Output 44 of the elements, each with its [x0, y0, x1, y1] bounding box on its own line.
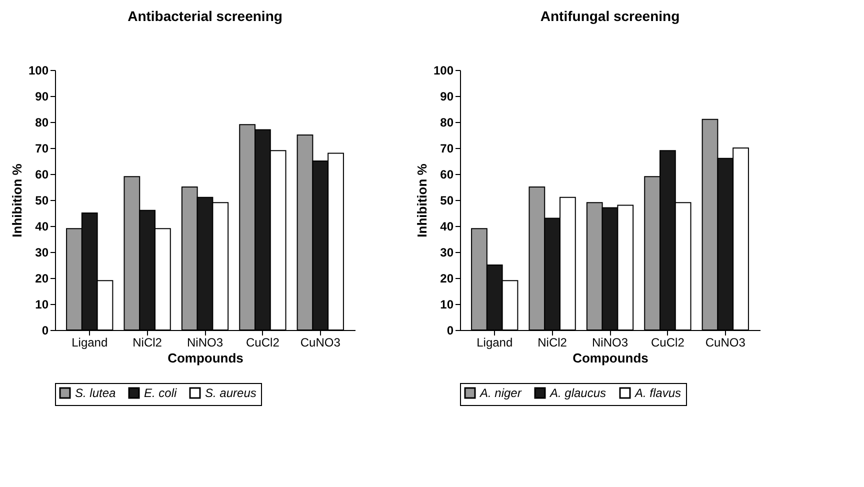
- y-tick-label: 40: [35, 220, 49, 234]
- x-tick-label: Ligand: [476, 336, 513, 350]
- y-tick-label: 90: [35, 90, 49, 104]
- y-axis-title: Inhibition %: [414, 163, 430, 238]
- legend-label: S. aureus: [205, 386, 256, 400]
- y-tick-label: 80: [440, 116, 454, 130]
- y-tick-label: 10: [35, 298, 49, 312]
- y-tick-label: 70: [440, 142, 454, 156]
- y-tick-label: 90: [440, 90, 454, 104]
- x-tick-label: CuCl2: [651, 336, 685, 350]
- x-tick-label: NiCl2: [132, 336, 162, 350]
- legend-label: A. niger: [479, 386, 522, 400]
- y-tick-label: 60: [440, 168, 454, 182]
- chart-title: Antibacterial screening: [128, 8, 282, 24]
- x-tick-label: CuNO3: [705, 336, 746, 350]
- y-tick-label: 100: [28, 64, 49, 78]
- y-tick-label: 20: [440, 272, 454, 286]
- y-axis-title: Inhibition %: [9, 163, 24, 238]
- x-tick-label: CuCl2: [246, 336, 280, 350]
- legend-label: S. lutea: [75, 386, 116, 400]
- y-tick-label: 10: [440, 298, 454, 312]
- x-tick-label: NiCl2: [538, 336, 568, 350]
- y-tick-label: 80: [35, 116, 49, 130]
- y-tick-label: 20: [35, 272, 49, 286]
- x-tick-label: Ligand: [72, 336, 108, 350]
- legend-label: A. glaucus: [549, 386, 606, 400]
- y-tick-label: 50: [35, 194, 49, 208]
- y-tick-label: 100: [433, 64, 454, 78]
- y-tick-label: 30: [35, 246, 49, 260]
- y-tick-label: 30: [440, 246, 454, 260]
- y-tick-label: 70: [35, 142, 49, 156]
- x-axis-title: Compounds: [168, 350, 244, 366]
- x-tick-label: NiNO3: [186, 336, 224, 350]
- y-tick-label: 50: [440, 194, 454, 208]
- y-tick-label: 0: [446, 324, 454, 338]
- x-axis-title: Compounds: [572, 350, 648, 366]
- chart-title: Antifungal screening: [540, 8, 680, 24]
- legend-label: A. flavus: [634, 386, 682, 400]
- y-tick-label: 0: [42, 324, 49, 338]
- legend-label: E. coli: [144, 386, 178, 400]
- y-tick-label: 40: [440, 220, 454, 234]
- x-tick-label: CuNO3: [300, 336, 341, 350]
- y-tick-label: 60: [35, 168, 49, 182]
- x-tick-label: NiNO3: [592, 336, 628, 350]
